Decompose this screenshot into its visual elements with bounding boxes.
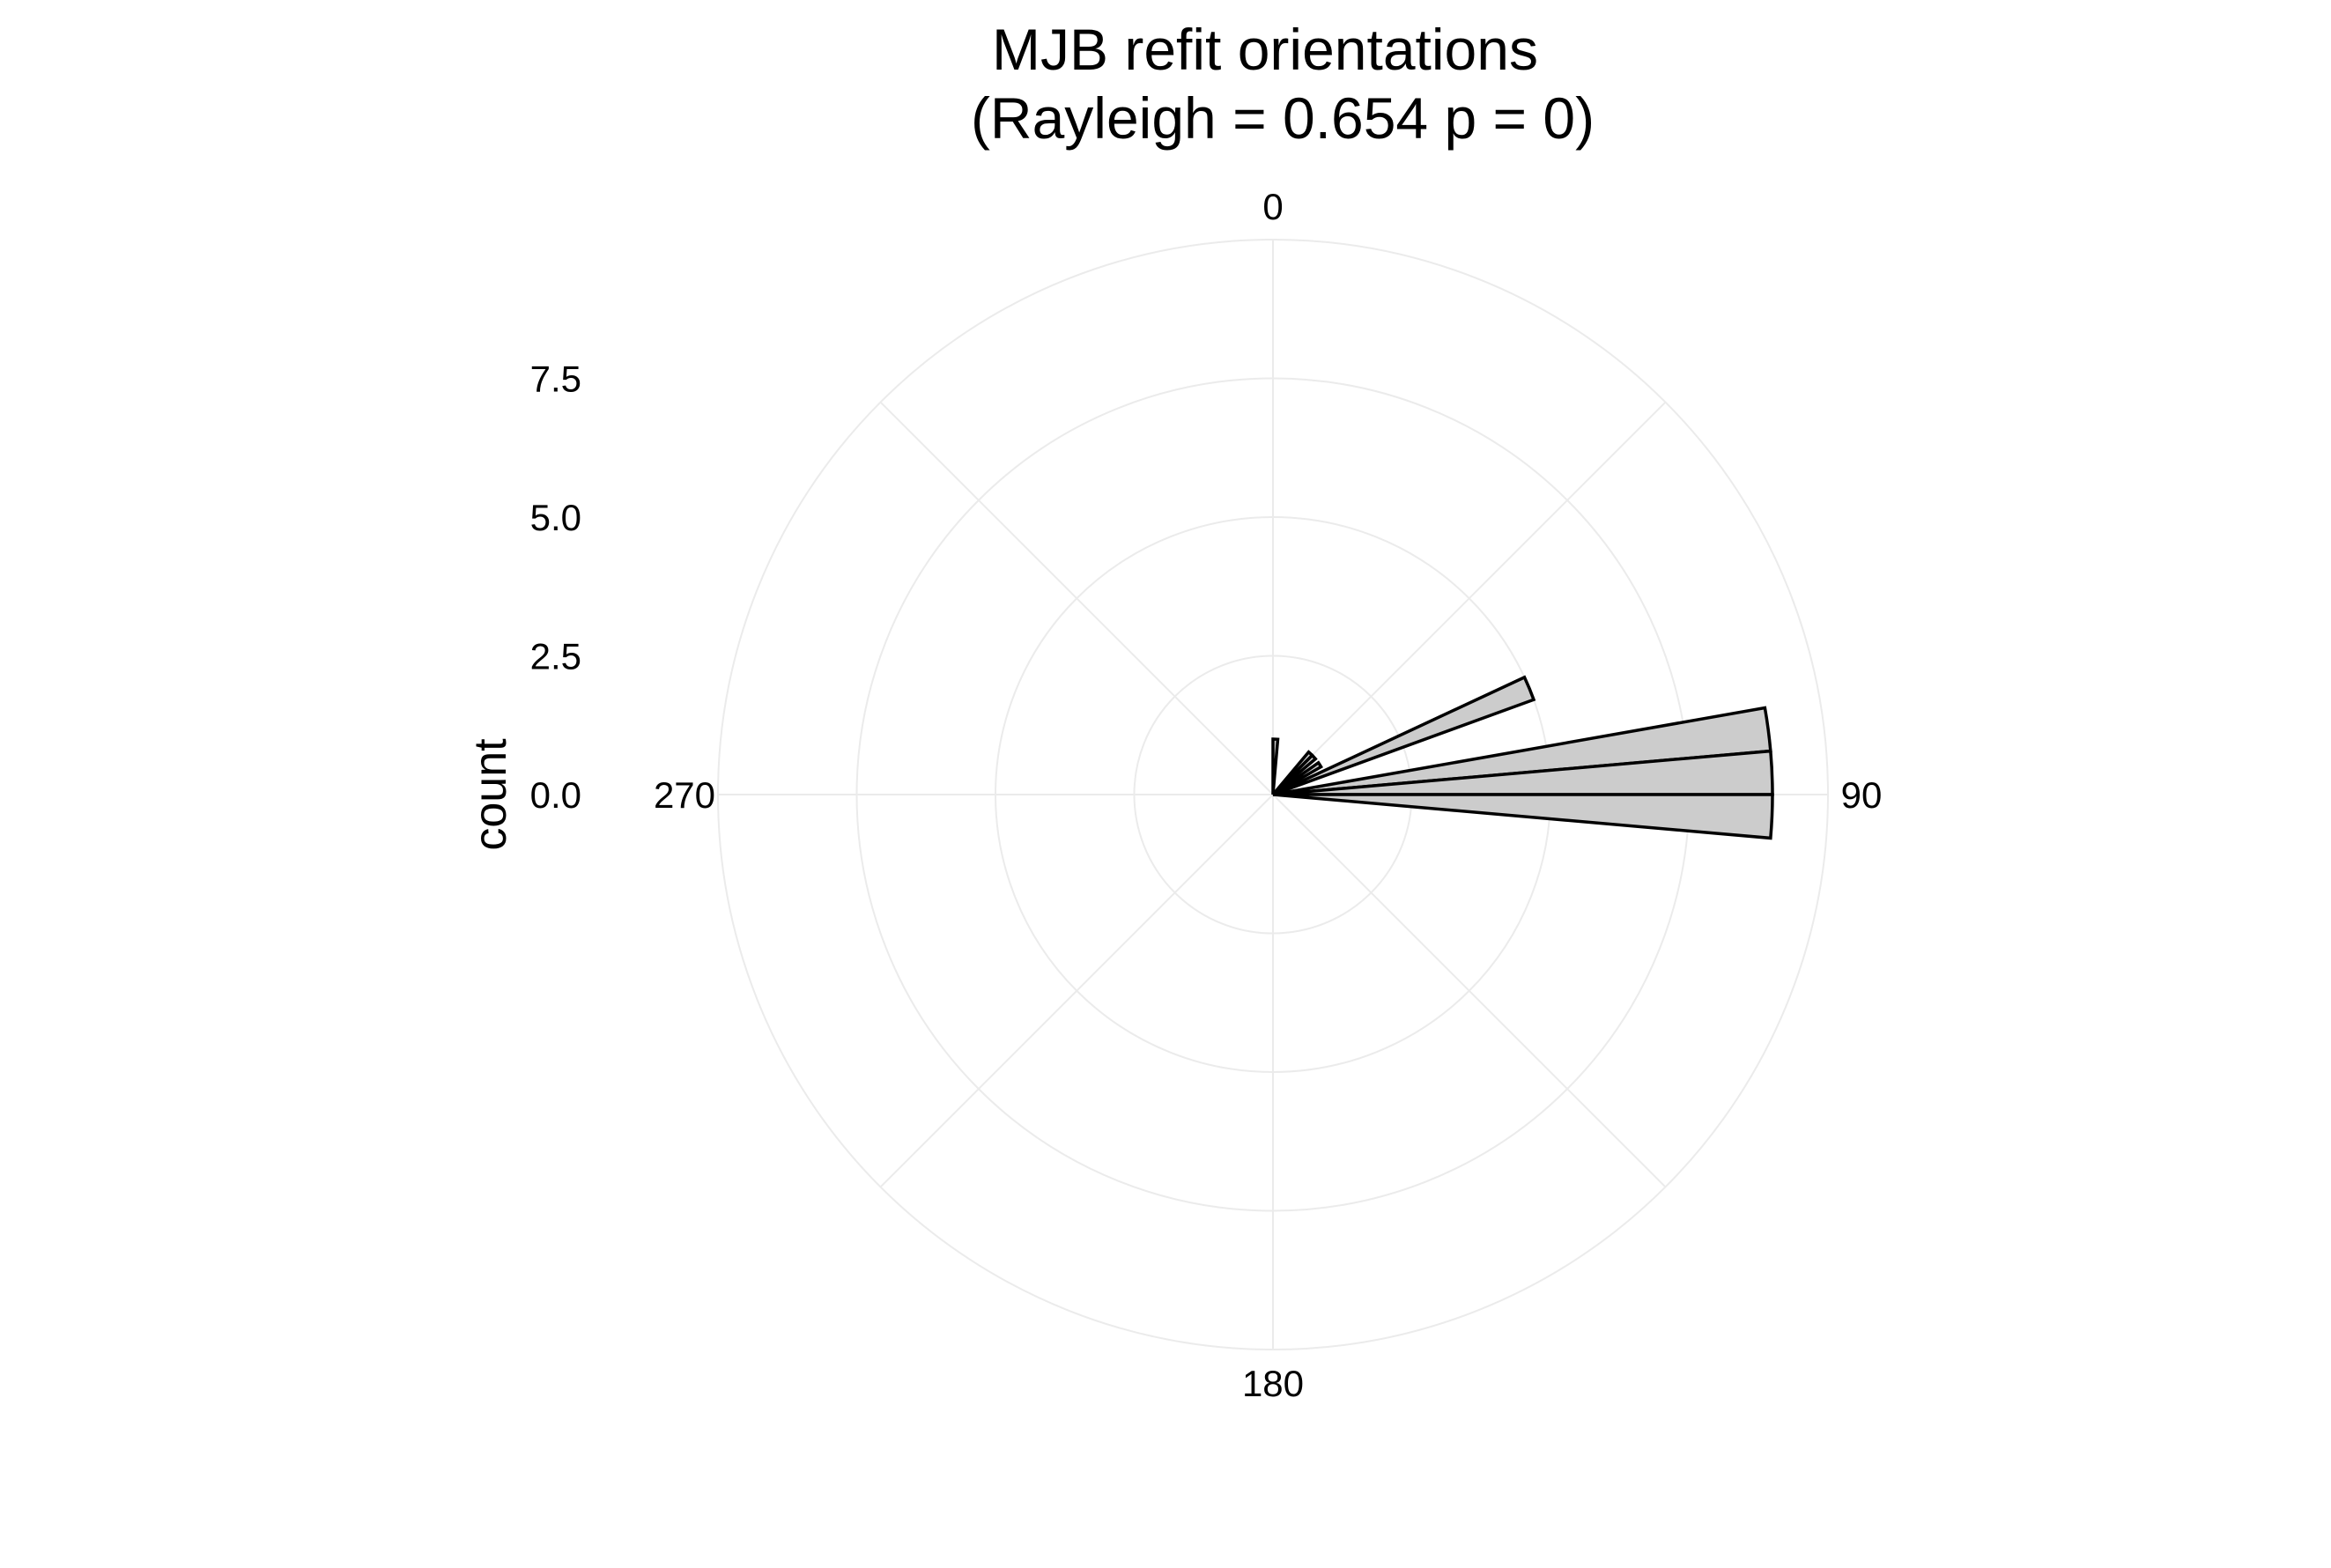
angle-tick-label-90: 90 <box>1841 774 1883 816</box>
bar-wedge-0 <box>1271 737 1280 795</box>
grid-layer <box>717 239 1829 1350</box>
bar-wedge-11 <box>1271 760 1323 796</box>
grid-spoke-135 <box>1272 794 1667 1188</box>
angle-tick-label-270: 270 <box>654 774 715 816</box>
grid-spoke-315 <box>879 401 1274 795</box>
radial-tick-label-3: 7.5 <box>530 359 581 400</box>
angle-tick-label-180: 180 <box>1242 1363 1304 1404</box>
chart-title-line1: MJB refit orientations <box>992 17 1538 82</box>
chart-title-line2: (Rayleigh = 0.654 p = 0) <box>971 85 1595 151</box>
bar-wedge-18 <box>1272 793 1774 840</box>
grid-spoke-225 <box>879 794 1274 1188</box>
radial-tick-label-2: 5.0 <box>530 497 581 538</box>
label-layer: 0 90 180 270 0.0 2.5 5.0 7.5 <box>530 186 1883 1404</box>
radial-tick-label-1: 2.5 <box>530 636 581 677</box>
bar-wedge-9 <box>1271 752 1318 796</box>
y-axis-title: count <box>465 738 516 851</box>
bar-wedge-13 <box>1272 675 1536 796</box>
bar-layer <box>1271 675 1774 840</box>
radial-tick-label-0: 0.0 <box>530 774 581 816</box>
angle-tick-label-0: 0 <box>1262 186 1283 227</box>
grid-spoke-45 <box>1272 401 1667 795</box>
